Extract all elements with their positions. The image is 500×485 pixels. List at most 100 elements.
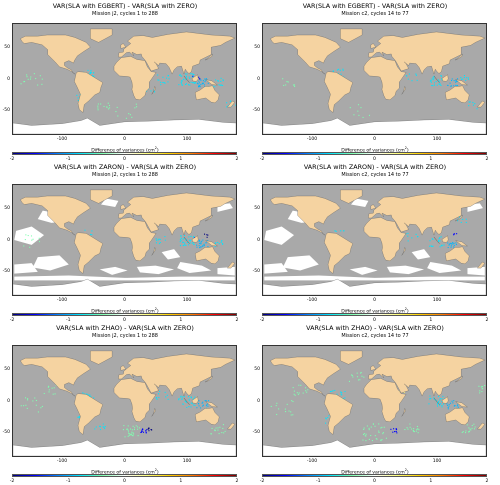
- colorbar: [12, 313, 237, 316]
- signal-dot: [362, 116, 364, 118]
- signal-dot: [48, 385, 50, 387]
- land: [227, 100, 236, 108]
- signal-dot: [438, 238, 440, 240]
- signal-dot: [87, 393, 89, 395]
- signal-dot: [48, 391, 50, 393]
- colorbar: [262, 474, 487, 477]
- land: [433, 236, 440, 244]
- signal-dot: [199, 85, 201, 87]
- land: [477, 422, 486, 430]
- signal-dot: [468, 431, 470, 433]
- signal-dot: [192, 73, 194, 75]
- signal-dot: [432, 238, 434, 240]
- signal-dot: [413, 431, 416, 433]
- signal-dot: [186, 73, 188, 75]
- colorbar-tick: -1: [316, 157, 321, 162]
- panel-subtitle: Mission j2, cycles 1 to 288: [92, 172, 158, 178]
- signal-dot: [461, 78, 463, 80]
- y-tick-label: 50: [4, 367, 10, 373]
- signal-dot: [453, 80, 455, 82]
- signal-dot: [205, 405, 207, 407]
- antarctica: [263, 278, 486, 295]
- signal-dot: [208, 400, 210, 402]
- signal-dot: [188, 236, 190, 238]
- colorbar-label-exponent: 2: [154, 468, 157, 472]
- signal-dot: [202, 82, 204, 84]
- signal-dot: [183, 237, 185, 239]
- world-map: [12, 345, 237, 457]
- signal-dot: [356, 372, 358, 374]
- signal-dot: [428, 403, 430, 405]
- signal-dot: [84, 229, 86, 231]
- signal-dot: [430, 245, 432, 247]
- signal-dot: [198, 82, 200, 84]
- signal-dot: [164, 239, 166, 241]
- signal-dot: [185, 244, 187, 246]
- signal-dot: [163, 82, 165, 84]
- signal-dot: [162, 76, 164, 78]
- signal-dot: [202, 80, 204, 82]
- land: [445, 85, 470, 104]
- signal-dot: [214, 430, 216, 432]
- no-data-area: [177, 262, 212, 273]
- signal-dot: [123, 425, 125, 427]
- signal-dot: [380, 440, 382, 442]
- signal-dot: [407, 235, 409, 237]
- y-tick-label: -50: [2, 429, 10, 435]
- signal-dot: [37, 84, 39, 86]
- signal-dot: [194, 82, 196, 84]
- signal-dot: [365, 435, 367, 437]
- signal-dot: [378, 430, 380, 432]
- x-tick-label: 0: [373, 137, 376, 142]
- signal-dot: [158, 243, 160, 245]
- signal-dot: [429, 245, 431, 247]
- signal-dot: [407, 232, 409, 234]
- signal-dot: [150, 90, 152, 92]
- signal-dot: [356, 376, 359, 378]
- signal-dot: [189, 84, 191, 86]
- signal-dot: [363, 376, 365, 378]
- y-tick-label: 50: [254, 367, 260, 373]
- x-tick-label: -100: [56, 137, 68, 142]
- signal-dot: [207, 405, 209, 407]
- signal-dot: [156, 239, 158, 241]
- signal-dot: [413, 428, 415, 430]
- signal-dot: [94, 428, 96, 430]
- signal-dot: [457, 406, 460, 408]
- signal-dot: [157, 239, 159, 241]
- signal-dot: [148, 427, 150, 429]
- world-map: [12, 23, 237, 135]
- signal-dot: [203, 233, 206, 235]
- signal-dot: [155, 397, 157, 399]
- signal-dot: [89, 395, 91, 397]
- signal-dot: [128, 433, 130, 435]
- land: [120, 365, 127, 371]
- land: [270, 356, 341, 397]
- signal-dot: [164, 82, 166, 84]
- signal-dot: [412, 429, 414, 432]
- signal-dot: [127, 429, 129, 431]
- signal-dot: [32, 238, 34, 240]
- signal-dot: [342, 69, 344, 71]
- signal-dot: [450, 402, 452, 404]
- signal-dot: [179, 74, 181, 76]
- signal-dot: [189, 242, 191, 244]
- signal-dot: [361, 375, 363, 377]
- signal-dot: [452, 241, 454, 244]
- signal-dot: [185, 79, 187, 81]
- signal-dot: [220, 241, 222, 243]
- signal-dot: [390, 428, 392, 430]
- signal-dot: [383, 426, 385, 428]
- y-tick-label: 0: [7, 237, 10, 243]
- signal-dot: [91, 230, 93, 232]
- land: [205, 79, 218, 86]
- colorbar-label: Difference of variances (cm2): [250, 467, 500, 477]
- signal-dot: [334, 389, 336, 391]
- signal-dot: [157, 393, 160, 395]
- signal-dot: [193, 404, 195, 406]
- signal-dot: [435, 80, 437, 83]
- signal-dot: [107, 102, 109, 104]
- signal-dot: [230, 100, 232, 102]
- signal-dot: [440, 84, 442, 86]
- signal-dot: [430, 80, 432, 82]
